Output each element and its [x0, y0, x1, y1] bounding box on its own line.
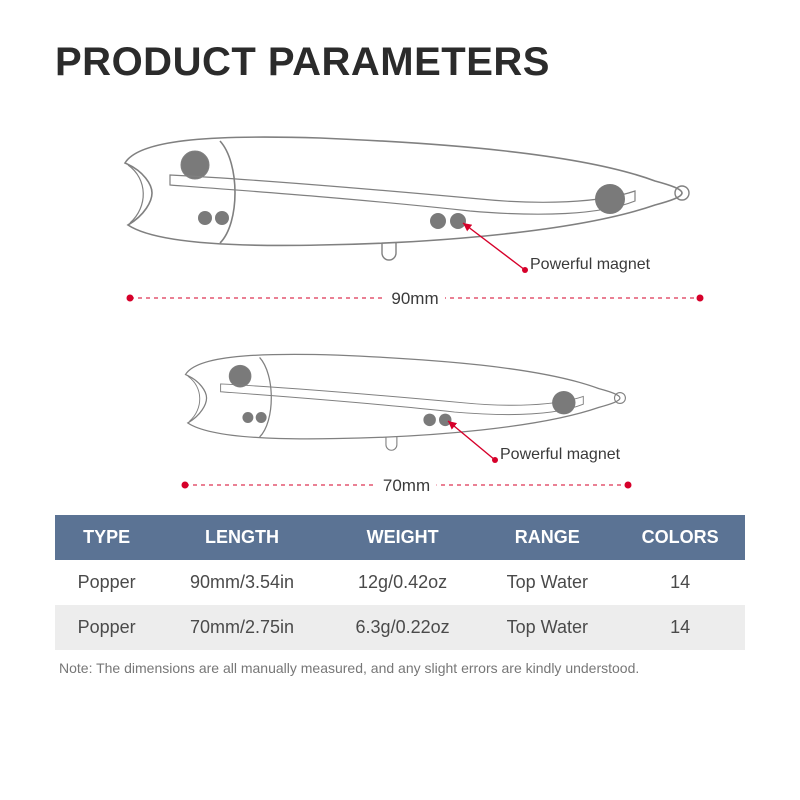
table-cell: Top Water — [479, 560, 615, 605]
table-header-cell: LENGTH — [158, 515, 326, 560]
table-cell: 70mm/2.75in — [158, 605, 326, 650]
table-cell: Popper — [55, 605, 158, 650]
magnet-annotation: Powerful magnet — [500, 446, 621, 463]
table-header-cell: COLORS — [615, 515, 745, 560]
magnet-annotation: Powerful magnet — [530, 256, 651, 273]
table-cell: Top Water — [479, 605, 615, 650]
measurement-note: Note: The dimensions are all manually me… — [55, 660, 745, 676]
table-row: Popper70mm/2.75in6.3g/0.22ozTop Water14 — [55, 605, 745, 650]
table-header-cell: TYPE — [55, 515, 158, 560]
lure-diagrams: 90mm Powerful magnet 70mm Powerful magnet — [55, 115, 745, 515]
table-cell: 14 — [615, 605, 745, 650]
table-cell: 6.3g/0.22oz — [326, 605, 480, 650]
table-cell: 12g/0.42oz — [326, 560, 480, 605]
lure-70 — [186, 354, 626, 450]
table-cell: 14 — [615, 560, 745, 605]
page-title: PRODUCT PARAMETERS — [55, 40, 745, 85]
dimension-label: 70mm — [383, 476, 430, 495]
spec-table: TYPELENGTHWEIGHTRANGECOLORS Popper90mm/3… — [55, 515, 745, 650]
table-row: Popper90mm/3.54in12g/0.42ozTop Water14 — [55, 560, 745, 605]
lure-90 — [125, 137, 689, 260]
table-cell: 90mm/3.54in — [158, 560, 326, 605]
table-header-cell: RANGE — [479, 515, 615, 560]
table-header-cell: WEIGHT — [326, 515, 480, 560]
dimension-label: 90mm — [391, 289, 438, 308]
table-cell: Popper — [55, 560, 158, 605]
